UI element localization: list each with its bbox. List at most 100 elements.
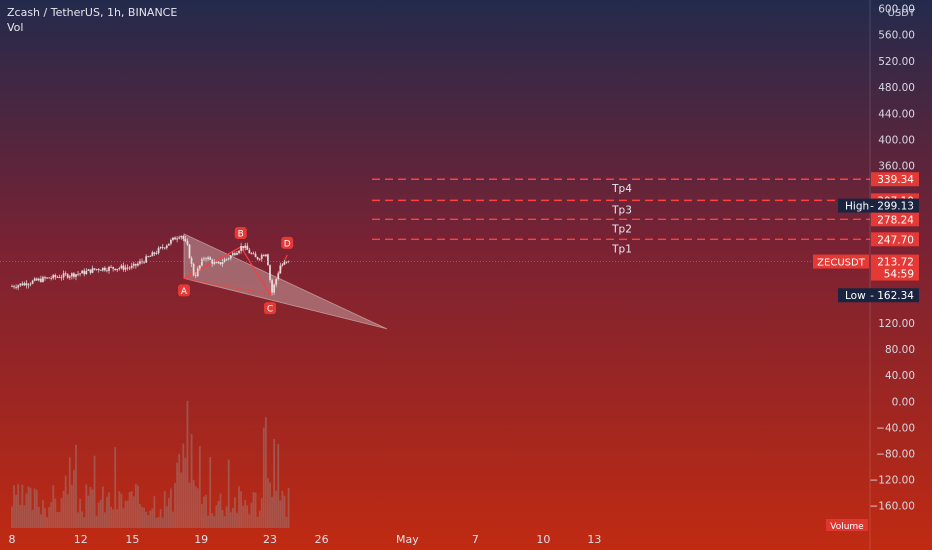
volume-bar: [254, 492, 257, 528]
price-axis[interactable]: 600.00 560.00 520.00 480.00 440.00 400.00 360.…: [869, 3, 915, 512]
candle-body: [87, 269, 90, 271]
volume-bar: [137, 485, 139, 528]
pattern-point-label: B: [238, 229, 244, 239]
candle-body: [190, 258, 193, 264]
candle-body: [42, 277, 44, 282]
candle-body: [124, 267, 127, 270]
pattern-point-a: A: [178, 284, 190, 297]
level-price-badge: 339.34: [871, 172, 919, 187]
volume-bar: [143, 507, 145, 528]
volume-bar: [188, 482, 191, 528]
volume-bar: [287, 487, 290, 528]
volume-bar: [31, 509, 34, 528]
candle-body: [141, 261, 143, 263]
low-badge: Low - 162.34: [838, 288, 919, 303]
volume-bar: [180, 472, 183, 528]
candle-body: [70, 273, 73, 277]
pattern-triangle: [183, 233, 388, 330]
pattern-point-badge: [234, 226, 247, 239]
volume-bar: [159, 508, 162, 528]
pattern-point-badge: [264, 302, 276, 315]
volume-bar: [19, 504, 22, 528]
candle-body: [254, 253, 257, 258]
harmonic-pattern: A B C D: [178, 226, 388, 330]
volume-bar: [281, 490, 284, 528]
volume-bar: [126, 500, 129, 528]
volume-bar: [176, 462, 179, 528]
volume-bar: [167, 498, 170, 528]
pattern-point-b: B: [234, 226, 247, 239]
candle-body: [91, 268, 94, 273]
volume-bar: [217, 500, 220, 528]
candle-body: [176, 238, 179, 240]
price-tick-label: 80.00: [885, 344, 915, 356]
current-price-value: 213.72: [877, 257, 914, 269]
candle-body: [155, 253, 158, 254]
candle-body: [184, 239, 187, 242]
candle-body: [106, 270, 108, 272]
time-axis[interactable]: 8 12 15 19 23 26 May 7 10 13: [9, 533, 602, 546]
candle-body: [149, 256, 152, 257]
time-tick-label: 8: [9, 533, 16, 546]
candle-body: [244, 245, 247, 249]
price-tick-label: −40.00: [876, 422, 915, 434]
volume-bar: [79, 498, 82, 528]
candle-body: [93, 268, 96, 270]
volume-indicator-label[interactable]: Vol: [7, 21, 23, 34]
candle-body: [240, 245, 243, 251]
volume-bar: [75, 444, 77, 528]
candle-body: [110, 266, 112, 268]
volume-bar: [196, 488, 199, 528]
candle-body: [17, 285, 20, 288]
candle-body: [112, 266, 115, 269]
volume-bar: [27, 486, 30, 528]
volume-bar: [17, 484, 20, 528]
candle-body: [11, 286, 13, 288]
candle-body: [48, 277, 51, 279]
volume-bar: [73, 470, 75, 528]
volume-bar: [271, 496, 273, 528]
volume-bar: [48, 507, 51, 528]
volume-bar: [35, 489, 38, 528]
price-tick-label: 120.00: [878, 318, 915, 330]
candle-body: [192, 263, 195, 276]
volume-bar: [145, 511, 148, 528]
volume-bar: [23, 505, 26, 528]
volume-bar: [37, 506, 40, 528]
volume-bar: [25, 493, 28, 528]
volume-bar: [70, 484, 73, 528]
time-tick-label: 23: [263, 533, 277, 546]
volume-bar: [155, 517, 158, 528]
volume-bar: [273, 439, 276, 528]
candle-body: [229, 255, 232, 259]
candle-body: [79, 273, 82, 275]
candle-body: [256, 257, 259, 260]
volume-bar: [11, 506, 13, 528]
candle-body: [29, 283, 32, 285]
candle-body: [161, 247, 164, 248]
volume-bar: [198, 446, 201, 528]
current-symbol-badge: ZECUSDT: [813, 254, 869, 269]
volume-bar: [234, 497, 236, 528]
volume-bar: [50, 502, 53, 528]
candle-body: [143, 261, 145, 263]
candle-body: [130, 265, 133, 268]
volume-bar: [219, 493, 222, 528]
volume-bar: [68, 457, 71, 528]
candle-body: [108, 266, 110, 271]
candle-body: [238, 250, 240, 254]
volume-bar: [13, 485, 15, 528]
candle-body: [277, 273, 280, 280]
pattern-point-c: C: [264, 302, 276, 315]
svg-text:Volume: Volume: [830, 522, 864, 532]
candle-body: [126, 267, 129, 269]
candle-body: [213, 262, 216, 264]
candle-body: [89, 269, 92, 273]
candle-body: [81, 270, 84, 274]
time-tick-label: 7: [472, 533, 479, 546]
volume-bar: [213, 516, 216, 528]
volume-bar: [124, 500, 127, 528]
price-tick-label: 400.00: [878, 134, 915, 146]
volume-bar: [200, 503, 203, 528]
